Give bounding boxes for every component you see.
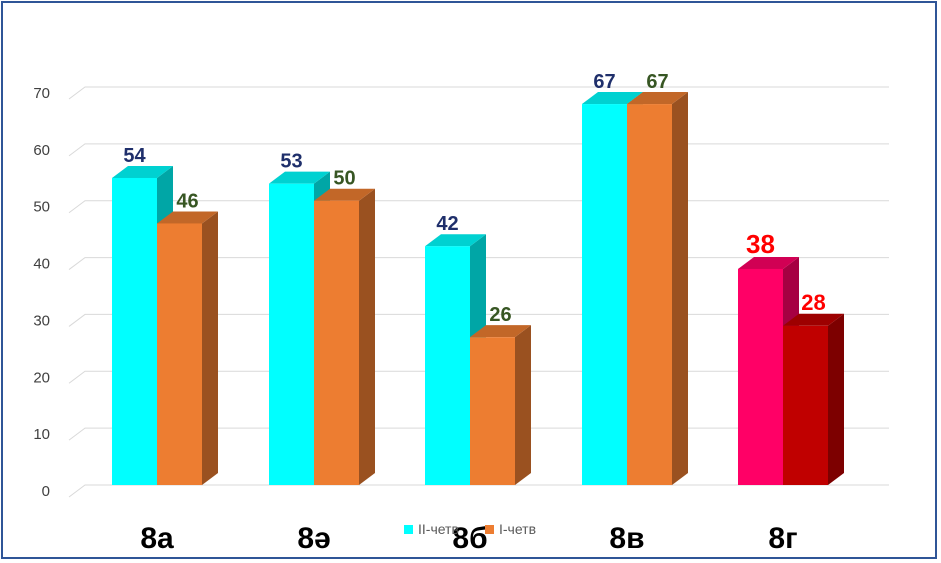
y-tick-label: 30 (33, 312, 50, 329)
data-label: 26 (489, 304, 511, 326)
category-label: 8г (768, 522, 797, 555)
data-label: 53 (280, 151, 302, 173)
bars (112, 92, 844, 486)
bar (783, 313, 844, 485)
y-tick-label: 50 (33, 199, 50, 216)
data-label: 67 (646, 71, 668, 93)
x-axis-categories: 8а 8ә 8б 8в 8г (140, 522, 797, 555)
category-label: 8б (452, 522, 487, 555)
y-tick-label: 40 (33, 256, 50, 273)
gridline (68, 86, 889, 100)
category-label: 8в (609, 522, 644, 555)
y-tick-label: 0 (42, 483, 50, 500)
bar (470, 325, 531, 485)
y-tick-label: 10 (33, 426, 50, 443)
bar (157, 211, 218, 485)
data-label: 54 (123, 145, 146, 167)
legend-swatch (404, 525, 413, 534)
legend-item: I-четв (485, 521, 536, 537)
data-label: 42 (436, 213, 458, 235)
legend-label: II-четв (418, 521, 459, 537)
y-tick-label: 70 (33, 85, 50, 102)
legend: II-четв I-четв (404, 521, 536, 537)
category-label: 8а (140, 522, 174, 555)
gridline (68, 143, 889, 157)
y-axis-ticks: 0 10 20 30 40 50 60 70 (33, 85, 50, 500)
legend-label: I-четв (499, 521, 536, 537)
data-label: 38 (746, 229, 775, 259)
y-tick-label: 60 (33, 142, 50, 159)
data-label: 28 (801, 290, 825, 315)
bar (627, 92, 688, 486)
bar (314, 188, 375, 485)
legend-item: II-четв (404, 521, 459, 537)
data-labels: 54 46 53 50 42 26 67 67 38 28 (123, 71, 825, 326)
category-label: 8ә (297, 522, 330, 555)
data-label: 67 (593, 71, 615, 93)
gridline (68, 484, 889, 498)
y-tick-label: 20 (33, 369, 50, 386)
legend-swatch (485, 525, 494, 534)
data-label: 50 (333, 168, 355, 190)
data-label: 46 (176, 190, 198, 212)
